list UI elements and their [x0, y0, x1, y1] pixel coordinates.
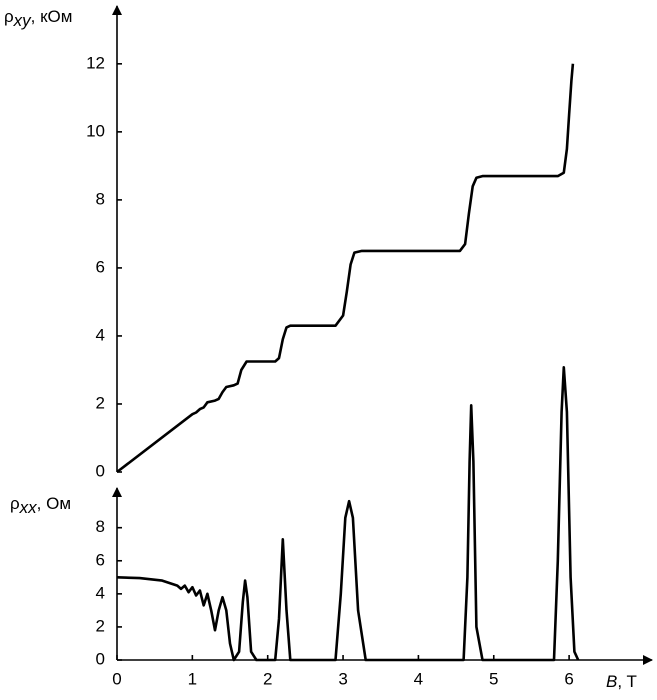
y-tick-label: 4 [96, 325, 105, 344]
subscript: xx [19, 498, 38, 517]
unit: , Ом [37, 494, 71, 513]
y-tick-label: 10 [86, 121, 105, 140]
y-tick-label: 8 [96, 517, 105, 536]
y-axis-label: ρxx, Ом [10, 494, 71, 517]
y-tick-label: 2 [96, 616, 105, 635]
y-tick-label: 6 [96, 550, 105, 569]
y-tick-label: 12 [86, 53, 105, 72]
x-axis-label: B, T [606, 672, 637, 691]
symbol: B [606, 672, 617, 691]
symbol: ρ [10, 494, 20, 513]
y-tick-label: 8 [96, 189, 105, 208]
data-line [116, 63, 575, 474]
x-tick-label: 2 [263, 669, 272, 688]
data-line [116, 366, 580, 662]
unit: , T [617, 672, 637, 691]
x-tick-label: 1 [188, 669, 197, 688]
y-axis-label: ρxy, кОм [4, 7, 72, 30]
x-tick-label: 5 [489, 669, 498, 688]
y-tick-label: 2 [96, 393, 105, 412]
x-tick-label: 0 [112, 669, 121, 688]
symbol: ρ [4, 7, 14, 26]
y-tick-label: 0 [96, 461, 105, 480]
x-tick-label: 4 [414, 669, 423, 688]
y-tick-label: 6 [96, 257, 105, 276]
y-tick-label: 4 [96, 583, 105, 602]
y-tick-label: 0 [96, 649, 105, 668]
unit: , кОм [31, 7, 73, 26]
x-tick-label: 6 [564, 669, 573, 688]
subscript: xy [13, 11, 33, 30]
x-tick-label: 3 [338, 669, 347, 688]
